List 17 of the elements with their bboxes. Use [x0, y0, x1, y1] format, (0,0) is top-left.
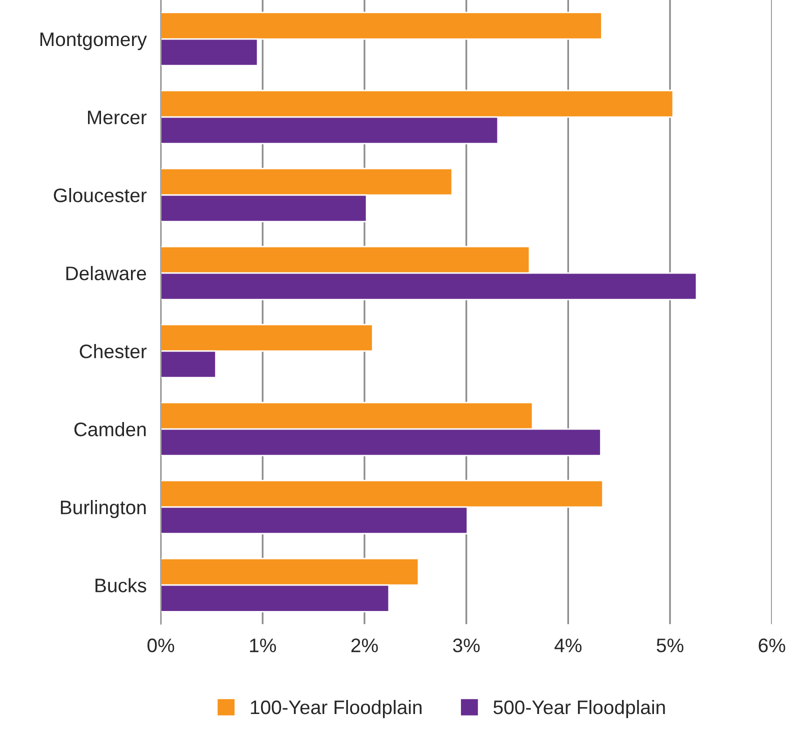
x-tick-label: 2%	[351, 638, 378, 652]
y-tick-label: Chester	[80, 344, 147, 358]
x-tick-label: 6%	[758, 638, 786, 652]
y-tick-label: Delaware	[66, 266, 146, 280]
x-tick-label: 5%	[656, 638, 684, 652]
y-tick-label: Camden	[74, 422, 146, 436]
y-tick-label: Mercer	[88, 110, 147, 124]
legend-label: 100-Year Floodplain	[250, 700, 422, 718]
y-tick-label: Gloucester	[54, 188, 147, 202]
y-tick-label: Bucks	[96, 578, 146, 592]
legend-label: 500-Year Floodplain	[494, 700, 665, 718]
x-tick-label: 0%	[148, 638, 174, 652]
x-tick-label: 3%	[453, 638, 480, 652]
y-tick-label: Montgomery	[40, 32, 147, 50]
x-tick-label: 4%	[554, 638, 582, 652]
x-tick-label: 1%	[250, 638, 276, 652]
y-tick-label: Burlington	[60, 500, 146, 518]
